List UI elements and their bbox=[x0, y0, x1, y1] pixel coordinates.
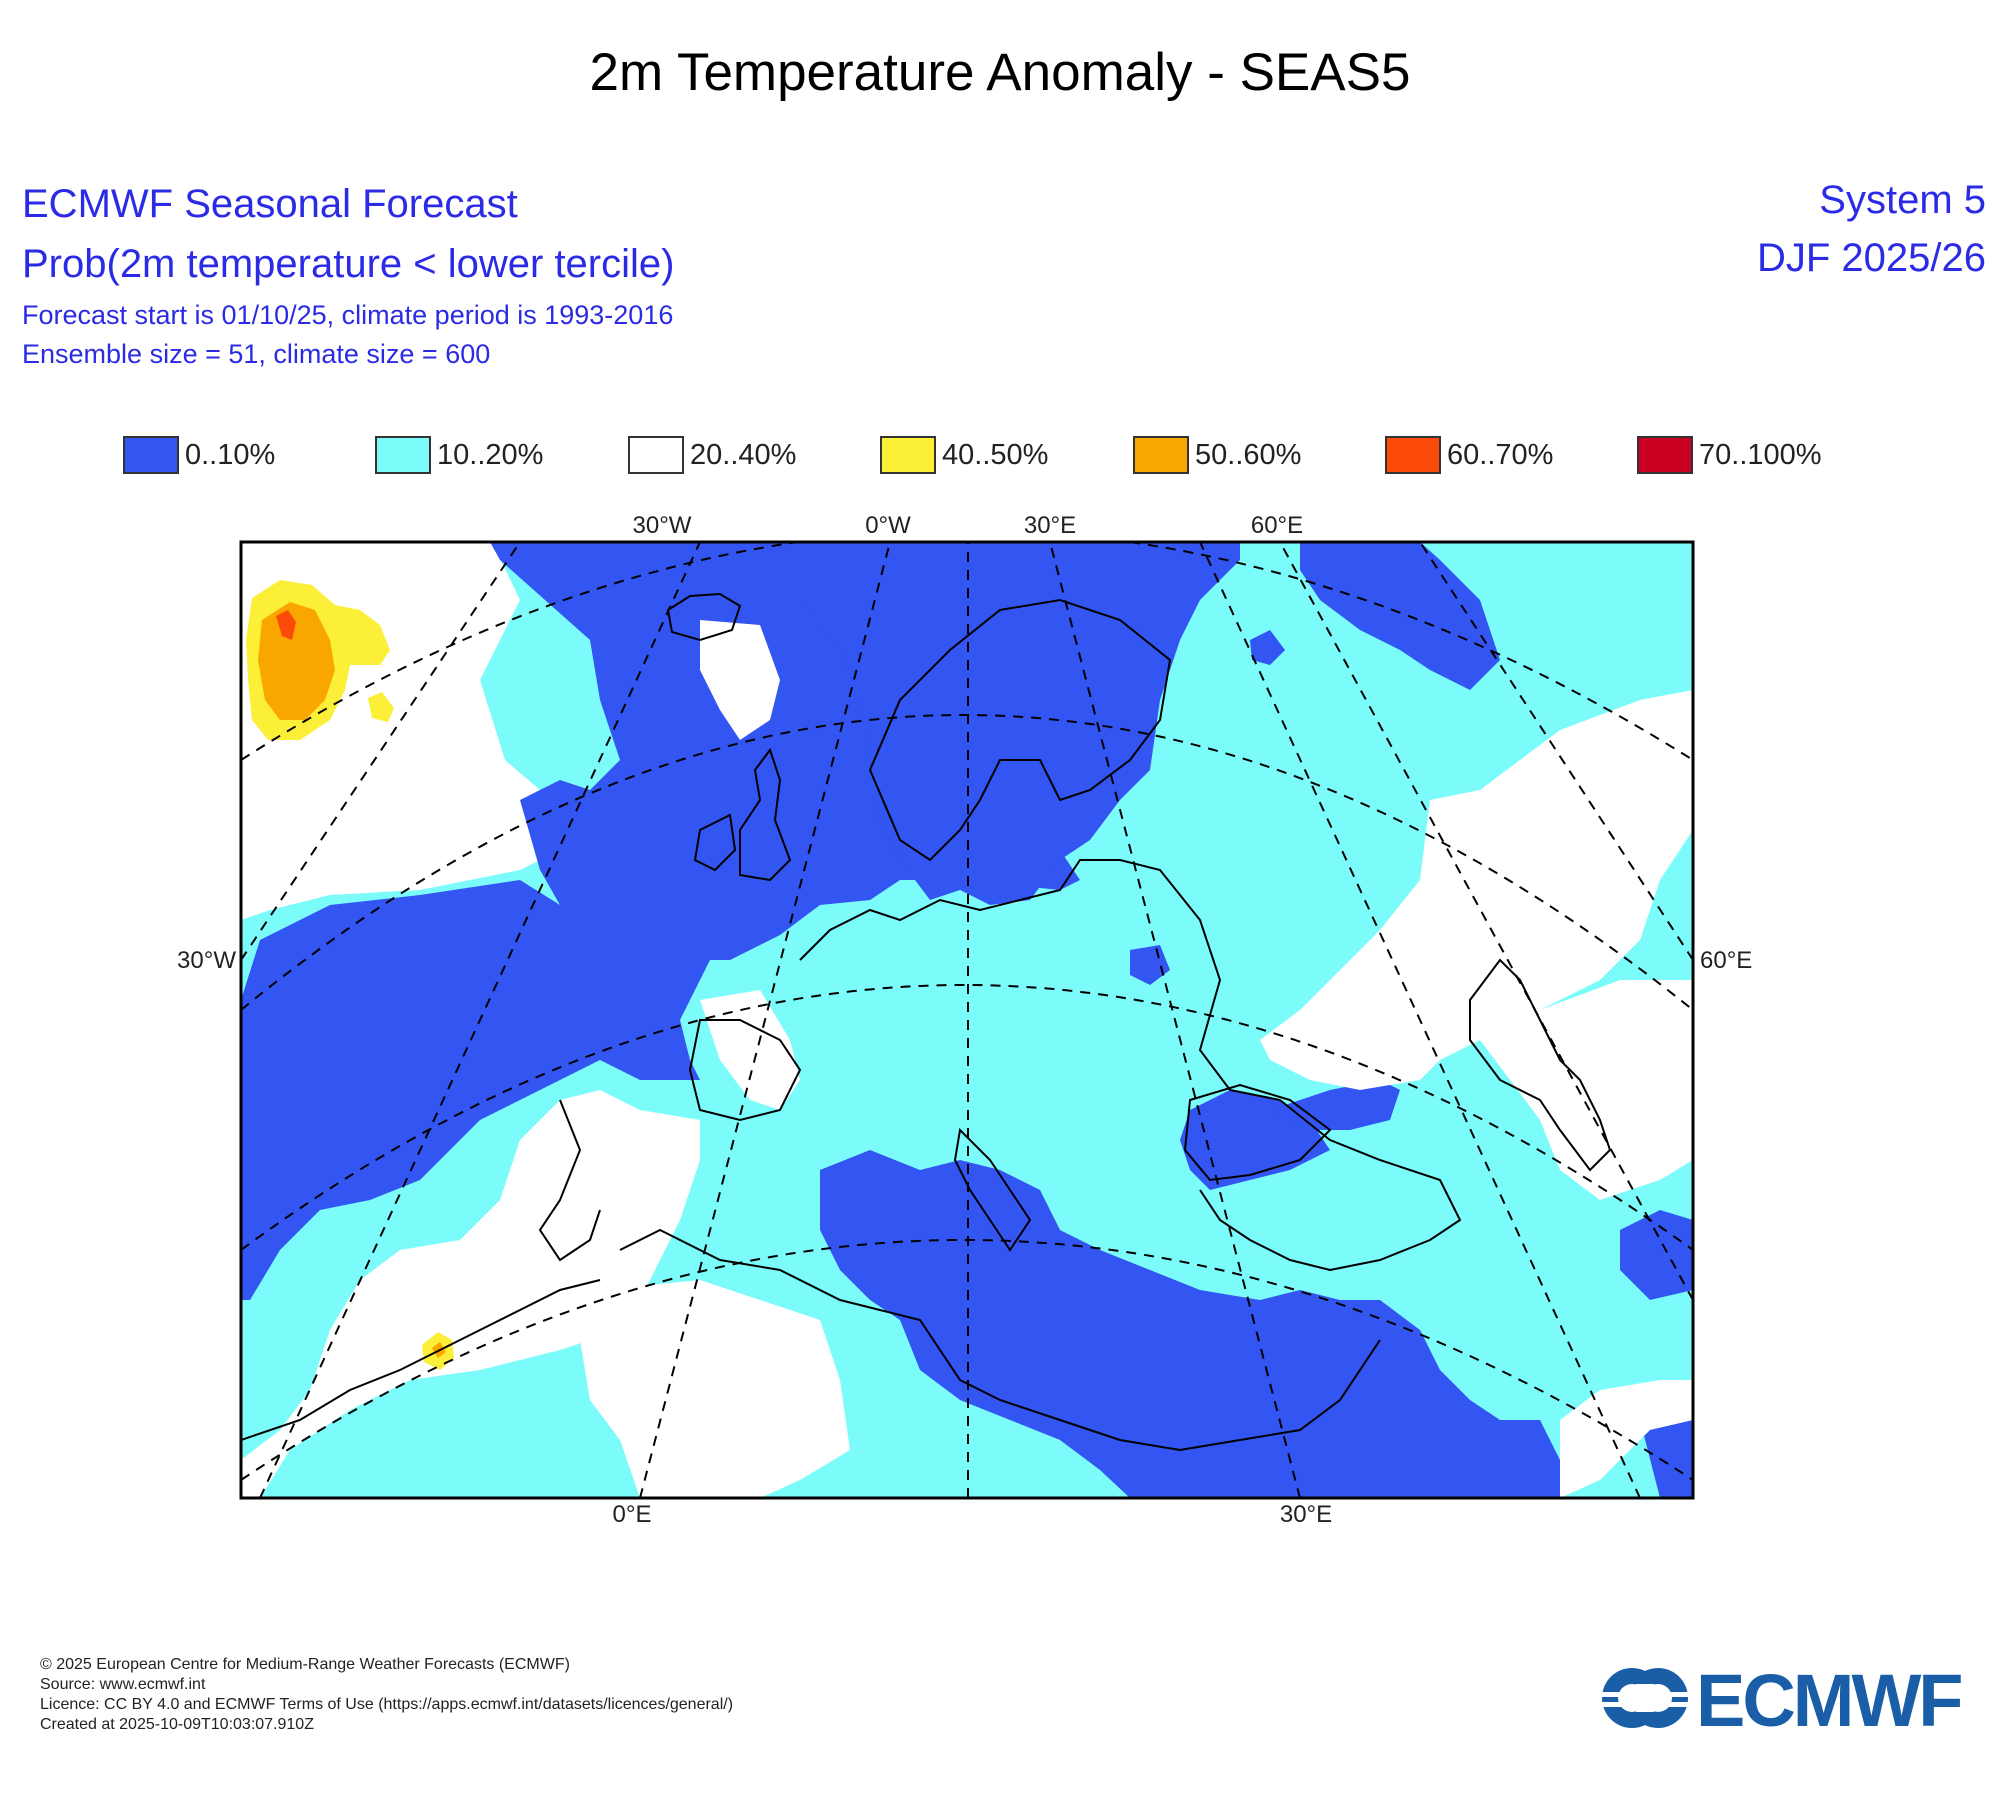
coastline-morocco bbox=[538, 1099, 601, 1262]
coastline-iceland bbox=[666, 592, 742, 642]
prob-region-0-10 bbox=[1300, 542, 1500, 690]
prob-region-0-10 bbox=[800, 542, 1240, 905]
coastline-black-sea bbox=[1183, 1083, 1332, 1182]
prob-region-0-10 bbox=[1250, 630, 1285, 665]
coastline-europe-mainland bbox=[799, 859, 1462, 1272]
legend-item: 10..20% bbox=[375, 432, 543, 478]
legend-label: 70..100% bbox=[1699, 438, 1822, 471]
axis-label-right: 60°E bbox=[1700, 947, 1752, 974]
meridian-line bbox=[1419, 542, 1693, 961]
licence-text: Licence: CC BY 4.0 and ECMWF Terms of Us… bbox=[40, 1696, 734, 1713]
ecmwf-logo: ECMWF bbox=[1596, 1659, 1976, 1742]
axis-label-top: 30°E bbox=[1024, 512, 1076, 539]
footer-credits: © 2025 European Centre for Medium-Range … bbox=[40, 1655, 733, 1735]
meridian-line bbox=[639, 542, 891, 1498]
legend-label: 60..70% bbox=[1447, 438, 1554, 471]
meridian-line bbox=[259, 542, 701, 1498]
map-frame bbox=[239, 540, 1695, 1500]
prob-region-20-40 bbox=[1560, 1380, 1693, 1498]
prob-region-60-70 bbox=[276, 610, 296, 640]
legend-label: 0..10% bbox=[185, 438, 276, 471]
ecmwf-logo-icon bbox=[1600, 1668, 1690, 1728]
copyright-text: © 2025 European Centre for Medium-Range … bbox=[40, 1656, 570, 1673]
meridian-line bbox=[1049, 542, 1301, 1498]
season-label: DJF 2025/26 bbox=[1756, 236, 1986, 280]
axis-label-left: 30°W bbox=[177, 947, 236, 974]
legend-label: 40..50% bbox=[942, 438, 1049, 471]
legend-swatch bbox=[1133, 436, 1189, 474]
coastline-ireland bbox=[693, 813, 737, 872]
prob-region-0-10 bbox=[1130, 945, 1170, 985]
meridian-line bbox=[1199, 542, 1641, 1498]
coastline-north-africa bbox=[619, 1228, 1381, 1452]
chart-title: 2m Temperature Anomaly - SEAS5 bbox=[589, 43, 1411, 102]
ecmwf-logo-text: ECMWF bbox=[1696, 1659, 1963, 1742]
meridian-line bbox=[241, 542, 521, 961]
parallel-line bbox=[241, 714, 1693, 1011]
forecast-heading: ECMWF Seasonal Forecast bbox=[22, 182, 518, 226]
axis-label-top: 30°W bbox=[633, 512, 692, 539]
legend-swatch bbox=[880, 436, 936, 474]
legend-label: 20..40% bbox=[690, 438, 797, 471]
legend-swatch bbox=[123, 436, 179, 474]
prob-region-40-50 bbox=[368, 692, 394, 722]
parallel-line bbox=[241, 984, 1693, 1251]
prob-region-20-40 bbox=[700, 620, 780, 740]
legend-item: 40..50% bbox=[880, 432, 1048, 478]
parallel-line bbox=[241, 1239, 1693, 1481]
axis-label-top: 60°E bbox=[1251, 512, 1303, 539]
legend-item: 0..10% bbox=[123, 432, 275, 478]
graticule bbox=[241, 542, 1693, 1498]
prob-region-20-40 bbox=[241, 1090, 700, 1498]
prob-region-20-40 bbox=[1260, 690, 1693, 1090]
created-text: Created at 2025-10-09T10:03:07.910Z bbox=[40, 1716, 314, 1733]
legend-label: 10..20% bbox=[437, 438, 544, 471]
legend-swatch bbox=[1637, 436, 1693, 474]
prob-region-50-60 bbox=[258, 602, 335, 720]
forecast-variable: Prob(2m temperature < lower tercile) bbox=[22, 242, 675, 286]
source-text: Source: www.ecmwf.int bbox=[40, 1676, 206, 1693]
prob-region-20-40 bbox=[580, 1280, 850, 1498]
border-north-africa bbox=[241, 1279, 601, 1441]
coastline-italy bbox=[953, 1127, 1032, 1252]
ensemble-info: Ensemble size = 51, climate size = 600 bbox=[22, 339, 491, 369]
axis-label-bottom: 0°E bbox=[613, 1501, 652, 1528]
coastline-britain bbox=[739, 747, 792, 882]
forecast-start-info: Forecast start is 01/10/25, climate peri… bbox=[22, 300, 674, 330]
legend-item: 70..100% bbox=[1637, 432, 1822, 478]
prob-region-0-10 bbox=[1620, 1210, 1693, 1300]
legend-item: 20..40% bbox=[628, 432, 796, 478]
legend-swatch bbox=[1385, 436, 1441, 474]
legend-label: 50..60% bbox=[1195, 438, 1302, 471]
axis-label-top: 0°W bbox=[865, 512, 911, 539]
coastline-iberia bbox=[688, 1019, 802, 1122]
prob-region-20-40 bbox=[1480, 980, 1693, 1200]
system-label: System 5 bbox=[1819, 178, 1986, 222]
color-legend: 0..10% 10..20% 20..40% 40..50% 50..60% 6… bbox=[0, 432, 2000, 478]
coastline-caspian bbox=[1469, 958, 1612, 1172]
legend-item: 60..70% bbox=[1385, 432, 1553, 478]
legend-item: 50..60% bbox=[1133, 432, 1301, 478]
probability-field bbox=[241, 542, 1693, 1498]
legend-swatch bbox=[628, 436, 684, 474]
axis-label-bottom: 30°E bbox=[1280, 1501, 1332, 1528]
legend-swatch bbox=[375, 436, 431, 474]
prob-region-0-10 bbox=[820, 1150, 1560, 1498]
